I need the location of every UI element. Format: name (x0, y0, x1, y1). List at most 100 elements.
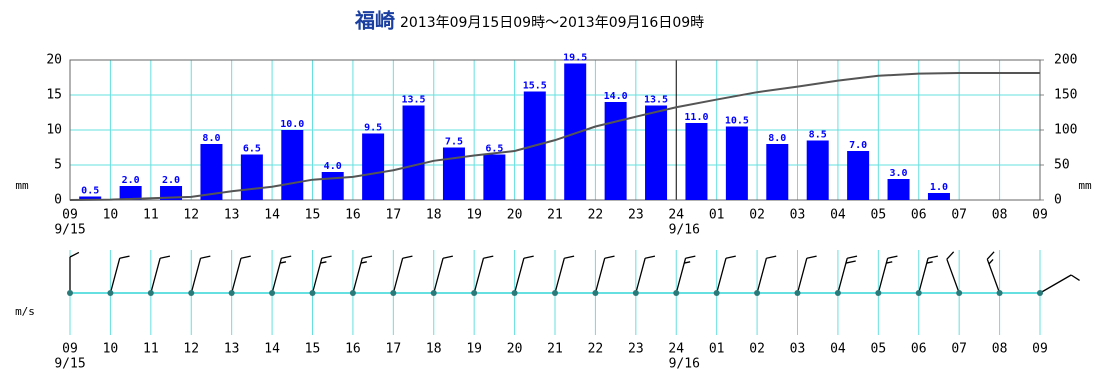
y2-tick-label: 200 (1054, 53, 1077, 68)
wind-barb (190, 255, 211, 294)
value-label: 9.5 (364, 123, 382, 134)
wind-point (592, 290, 599, 296)
wind-point (875, 290, 882, 296)
value-label: 8.0 (202, 133, 220, 144)
wind-barb (150, 255, 171, 294)
x-tick-label: 14 (264, 342, 280, 357)
wind-barb (554, 255, 575, 294)
wind-barb (473, 255, 494, 294)
wind-point (188, 290, 195, 296)
wind-point (107, 290, 114, 296)
wind-barb (513, 255, 534, 294)
x-tick-label: 01 (709, 208, 725, 223)
x-tick-label: 17 (386, 208, 402, 223)
x-tick-label: 07 (951, 208, 967, 223)
wind-barb (1039, 274, 1080, 294)
x-tick-label: 12 (183, 208, 199, 223)
wind-point (956, 290, 963, 296)
x-tick-label: 21 (547, 342, 563, 357)
x-tick-label: 10 (103, 342, 119, 357)
value-label: 4.0 (324, 161, 342, 172)
y2-tick-label: 50 (1054, 158, 1070, 173)
x-tick-label: 08 (992, 342, 1008, 357)
bar (604, 102, 627, 200)
bar (79, 196, 102, 200)
value-label: 15.5 (523, 81, 547, 92)
wind-axis-label: m/s (15, 305, 35, 318)
wind-point (834, 290, 841, 296)
bar (725, 126, 748, 200)
bar (564, 63, 587, 200)
wind-point (269, 290, 276, 296)
x-tick-label: 09 (62, 208, 78, 223)
bar (402, 105, 425, 200)
wind-point (511, 290, 518, 296)
wind-point (552, 290, 558, 296)
wind-barb (877, 255, 898, 294)
title-place: 福崎 (354, 9, 395, 33)
wind-point (147, 290, 154, 296)
bar (362, 133, 385, 200)
bar (281, 130, 304, 200)
x-tick-label: 07 (951, 342, 967, 357)
x-tick-label: 24 (668, 208, 684, 223)
value-label: 11.0 (684, 112, 708, 123)
x-tick-label: 16 (345, 208, 361, 223)
wind-barb (796, 255, 817, 294)
x-tick-label: 05 (871, 342, 887, 357)
wind-barb (946, 251, 960, 294)
wind-point (390, 290, 397, 296)
x-tick-label: 14 (264, 208, 280, 223)
value-label: 3.0 (890, 168, 908, 179)
y-tick-label: 5 (54, 158, 62, 173)
x-tick-label: 19 (466, 342, 482, 357)
bar (887, 179, 910, 200)
y-tick-label: 0 (54, 193, 62, 208)
bar (645, 105, 668, 200)
wind-barb (837, 255, 858, 294)
x-tick-label: 21 (547, 208, 563, 223)
x-tick-label: 10 (103, 208, 119, 223)
date-label: 9/16 (669, 357, 700, 372)
x-tick-label: 15 (305, 342, 321, 357)
value-label: 10.0 (280, 119, 304, 130)
y-tick-label: 10 (46, 123, 62, 138)
wind-barb (69, 251, 80, 293)
value-label: 6.5 (485, 144, 503, 155)
wind-point (794, 290, 801, 296)
value-label: 1.0 (930, 182, 948, 193)
x-tick-label: 02 (749, 208, 765, 223)
date-label: 9/16 (669, 223, 700, 238)
date-label: 9/15 (54, 223, 85, 238)
wind-barb (635, 255, 656, 294)
wind-barb (271, 255, 292, 294)
y2-tick-label: 0 (1054, 193, 1062, 208)
x-tick-label: 20 (507, 342, 523, 357)
wind-barb (311, 255, 332, 294)
wind-barb (392, 255, 413, 294)
x-tick-label: 13 (224, 208, 240, 223)
value-label: 8.5 (809, 130, 827, 141)
x-tick-label: 20 (507, 208, 523, 223)
value-label: 19.5 (563, 53, 587, 64)
x-tick-label: 06 (911, 208, 927, 223)
x-tick-label: 23 (628, 208, 644, 223)
x-tick-label: 01 (709, 342, 725, 357)
x-tick-label: 02 (749, 342, 765, 357)
wind-barb (433, 255, 453, 294)
x-tick-label: 04 (830, 342, 846, 357)
x-tick-label: 23 (628, 342, 644, 357)
y2-tick-label: 150 (1054, 88, 1077, 103)
wind-barb (918, 255, 938, 294)
date-label: 9/15 (54, 357, 85, 372)
cumulative-line (69, 71, 1040, 201)
x-tick-label: 09 (1032, 342, 1048, 357)
wind-point (915, 290, 922, 296)
wind-barb (231, 255, 251, 294)
wind-point (632, 290, 639, 296)
bar (240, 154, 263, 200)
x-tick-label: 22 (588, 342, 604, 357)
x-tick-label: 17 (386, 342, 402, 357)
value-label: 7.5 (445, 137, 463, 148)
